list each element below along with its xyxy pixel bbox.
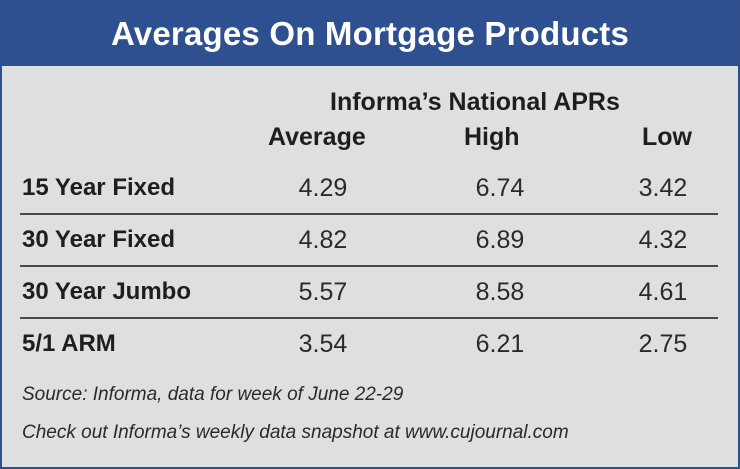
average-value: 4.82 — [298, 226, 348, 254]
column-header-low: Low — [642, 123, 692, 151]
snapshot-note: Check out Informa’s weekly data snapshot… — [22, 422, 569, 443]
high-value: 6.74 — [475, 174, 525, 202]
product-label: 30 Year Jumbo — [22, 278, 191, 305]
low-value: 2.75 — [638, 330, 688, 358]
average-value: 4.29 — [298, 174, 348, 202]
table-row: 30 Year Jumbo 5.57 8.58 4.61 — [20, 268, 718, 318]
product-label: 5/1 ARM — [22, 330, 116, 357]
high-value: 6.21 — [475, 330, 525, 358]
table-row: 30 Year Fixed 4.82 6.89 4.32 — [20, 216, 718, 266]
table-row: 5/1 ARM 3.54 6.21 2.75 — [20, 320, 718, 370]
product-label: 15 Year Fixed — [22, 174, 175, 201]
row-divider — [20, 213, 718, 215]
row-divider — [20, 265, 718, 267]
column-header-average: Average — [268, 123, 366, 151]
low-value: 4.61 — [638, 278, 688, 306]
table-title: Averages On Mortgage Products — [2, 2, 738, 66]
apr-group-title: Informa’s National APRs — [330, 88, 620, 116]
low-value: 4.32 — [638, 226, 688, 254]
column-header-high: High — [464, 123, 520, 151]
high-value: 8.58 — [475, 278, 525, 306]
high-value: 6.89 — [475, 226, 525, 254]
product-label: 30 Year Fixed — [22, 226, 175, 253]
row-divider — [20, 317, 718, 319]
source-note: Source: Informa, data for week of June 2… — [22, 384, 404, 405]
average-value: 5.57 — [298, 278, 348, 306]
average-value: 3.54 — [298, 330, 348, 358]
table-row: 15 Year Fixed 4.29 6.74 3.42 — [20, 164, 718, 214]
low-value: 3.42 — [638, 174, 688, 202]
